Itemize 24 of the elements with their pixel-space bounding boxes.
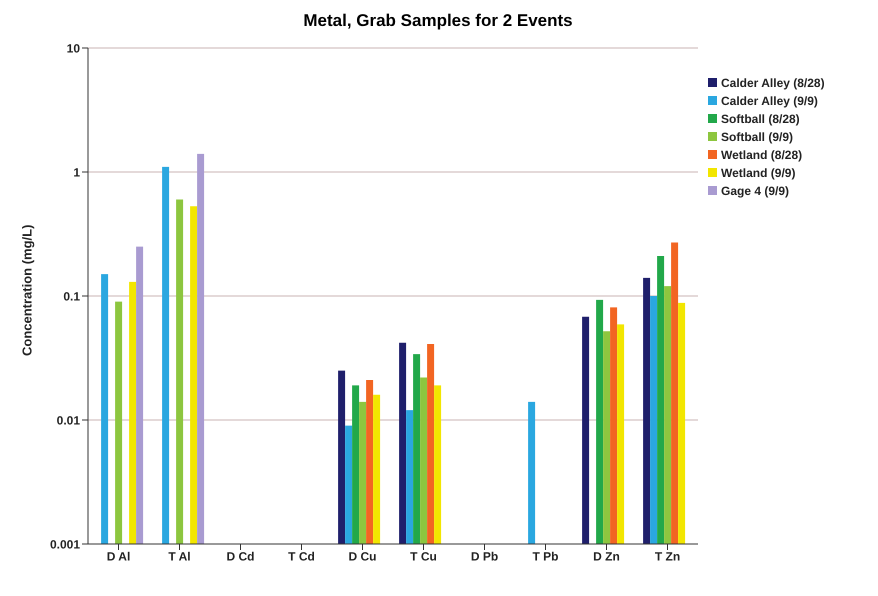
legend-label: Gage 4 (9/9) — [721, 184, 790, 198]
x-tick-label: T Pb — [532, 550, 558, 564]
x-tick-label: T Cu — [410, 550, 437, 564]
x-tick-label: D Cu — [348, 550, 376, 564]
y-tick-label: 10 — [66, 41, 80, 56]
x-tick-label: T Al — [168, 550, 191, 564]
x-tick-label: D Zn — [593, 550, 620, 564]
legend-label: Calder Alley (8/28) — [721, 76, 825, 90]
x-tick-label: T Zn — [654, 550, 680, 564]
chart-title: Metal, Grab Samples for 2 Events — [302, 10, 574, 32]
y-axis-title: Concentration (mg/L) — [20, 224, 35, 356]
legend-label: Wetland (8/28) — [721, 148, 802, 162]
y-tick-label: 0.1 — [63, 289, 80, 304]
y-tick-label: 0.01 — [56, 413, 80, 428]
legend-label: Softball (8/28) — [721, 112, 800, 126]
x-tick-label: T Cd — [288, 550, 315, 564]
y-tick-label: 0.001 — [50, 537, 80, 552]
x-tick-label: D Pb — [470, 550, 498, 564]
legend-label: Calder Alley (9/9) — [721, 94, 818, 108]
x-tick-label: D Cd — [226, 550, 254, 564]
y-tick-label: 1 — [73, 165, 80, 180]
legend-label: Wetland (9/9) — [721, 166, 796, 180]
legend-label: Softball (9/9) — [721, 130, 794, 144]
x-tick-label: D Al — [106, 550, 130, 564]
